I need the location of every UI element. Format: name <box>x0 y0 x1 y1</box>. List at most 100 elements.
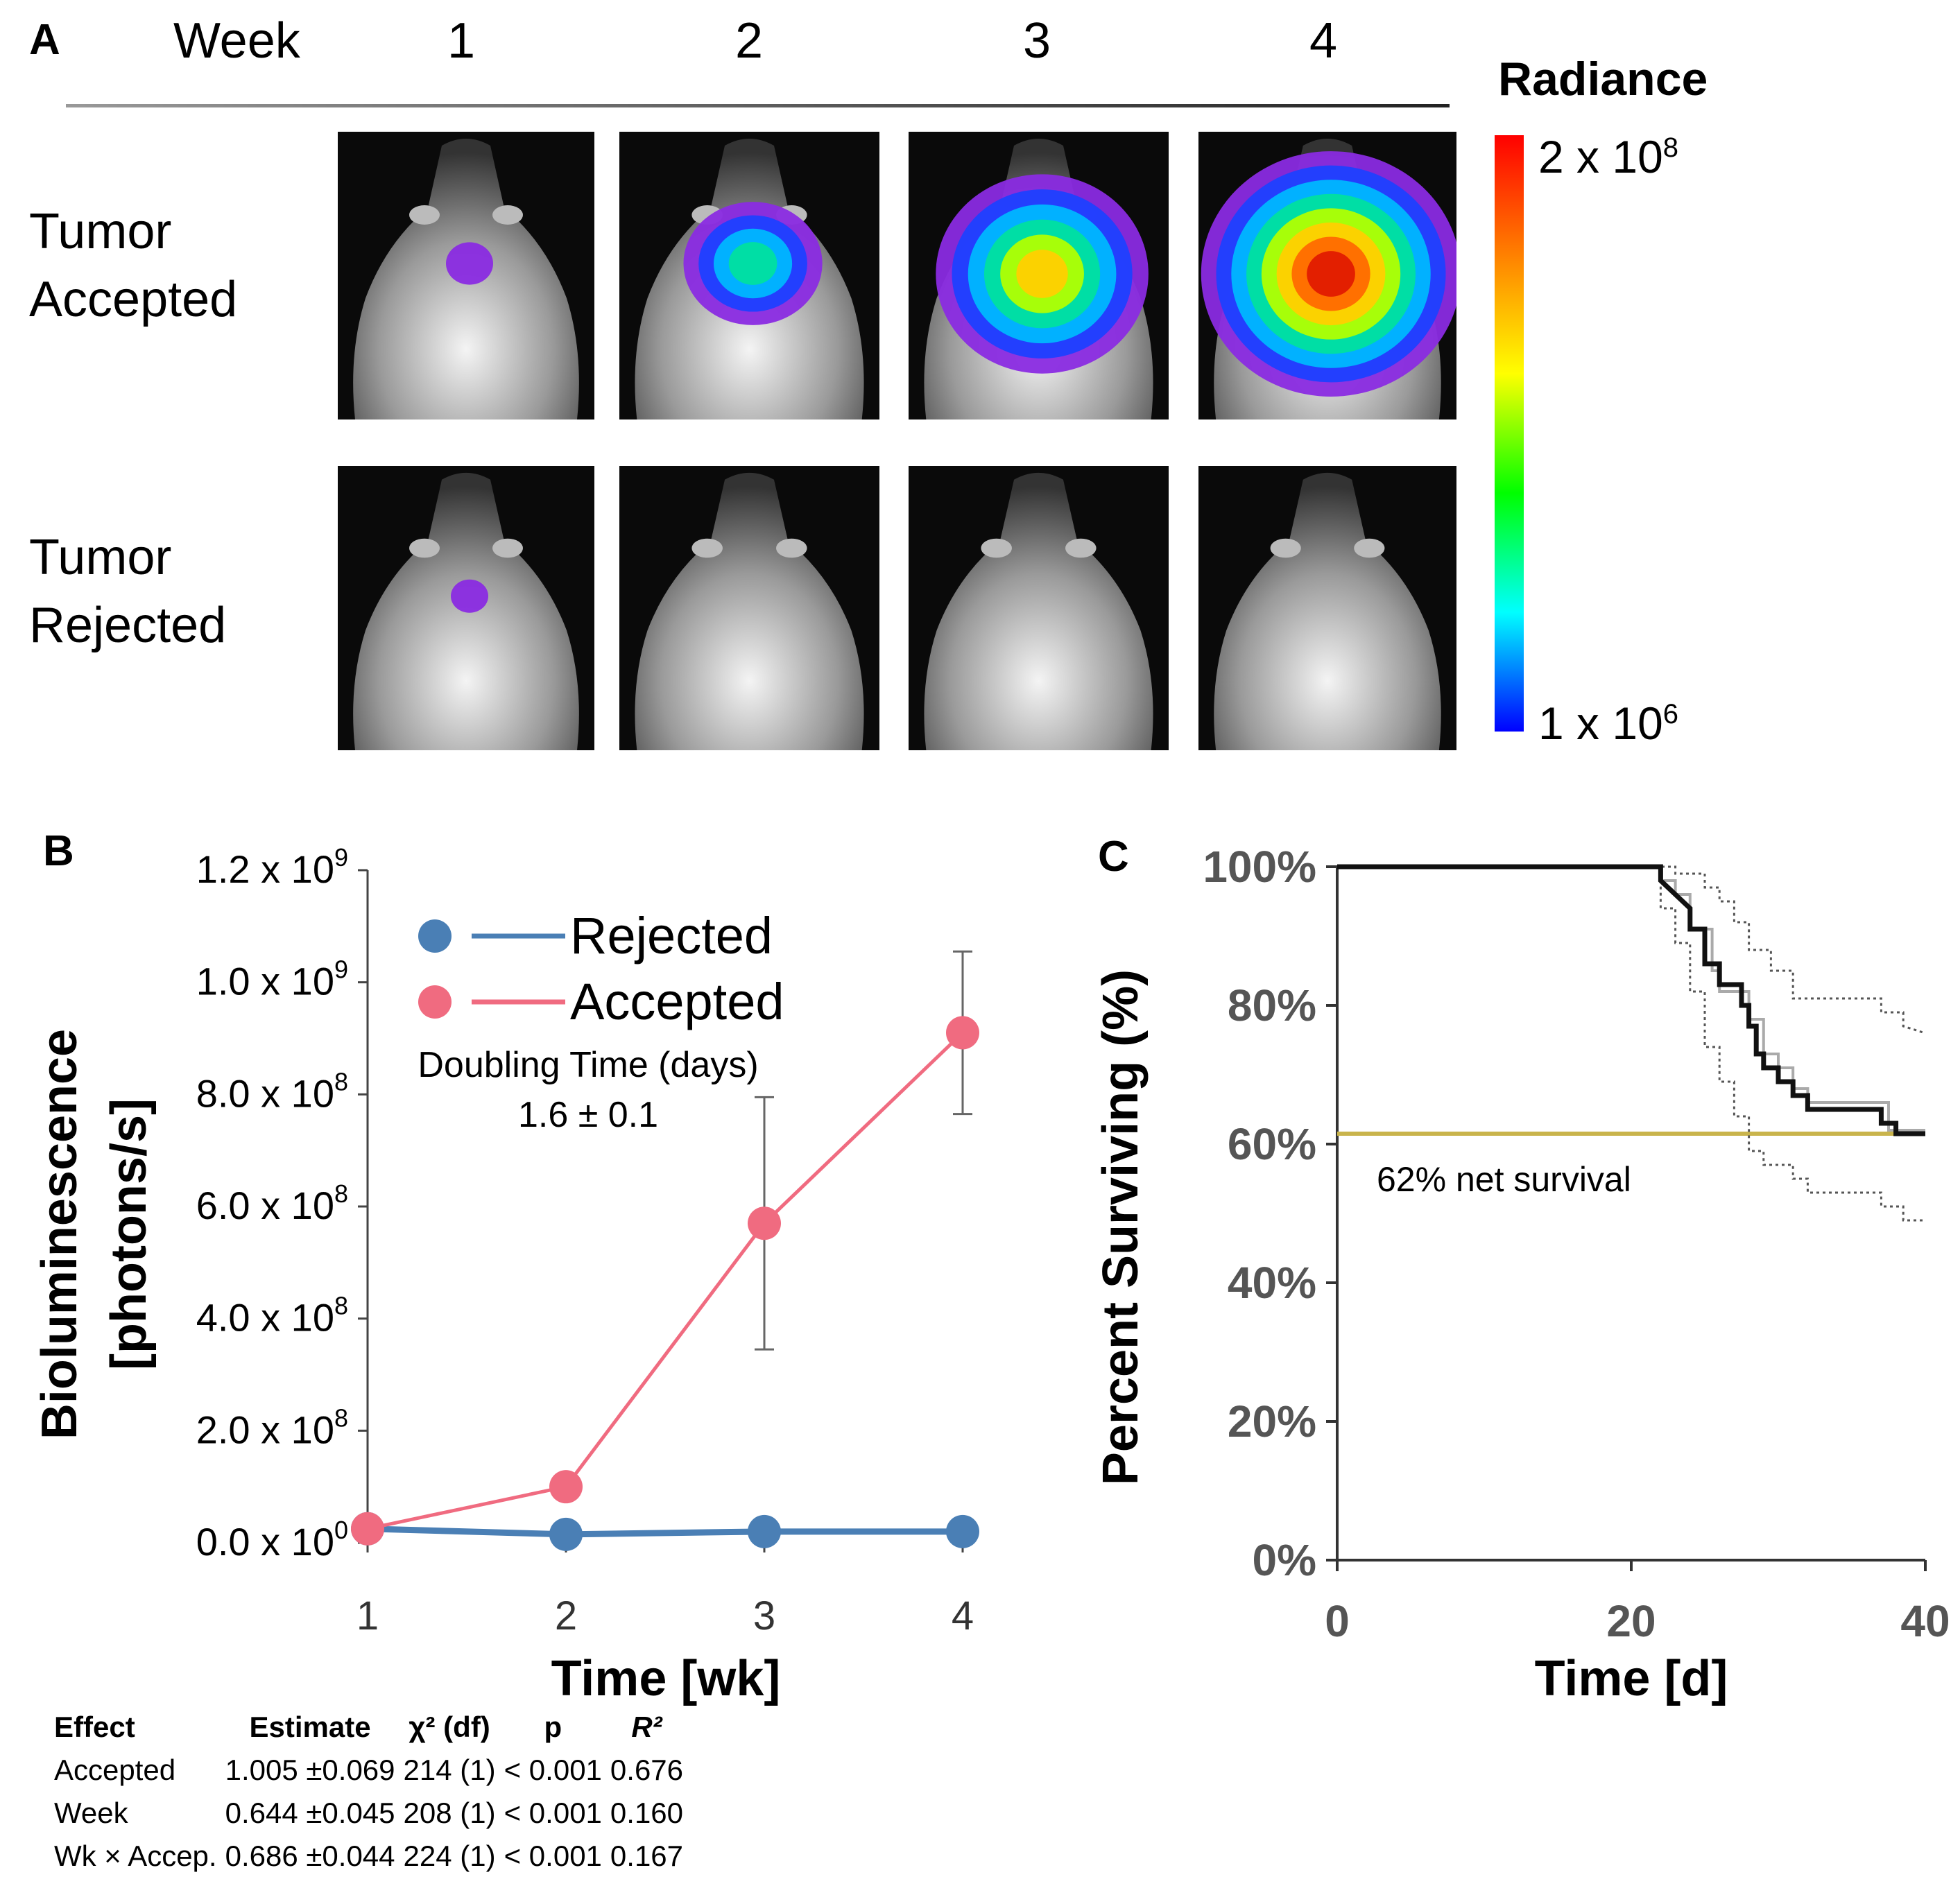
mouse-image-rejected-week-1 <box>338 466 594 750</box>
stats-cell: 0.160 <box>610 1797 684 1829</box>
b-data-point-rejected <box>748 1514 781 1548</box>
b-legend-label-accepted: Accepted <box>570 973 784 1030</box>
mouse-ear-shape <box>981 538 1012 558</box>
stats-header: p <box>544 1711 562 1743</box>
stats-header: Effect <box>54 1711 135 1743</box>
mouse-ear-shape <box>1270 538 1301 558</box>
b-y-tick-label: 1.0 x 109 <box>196 955 348 1003</box>
b-x-tick-label: 1 <box>356 1593 379 1638</box>
c-y-axis-title: Percent Surviving (%) <box>1093 969 1149 1485</box>
week-header-rule <box>66 104 1450 107</box>
mouse-image-accepted-week-1 <box>338 132 594 419</box>
stats-row: Wk × Accep. 0.686 ±0.044 224 (1) < 0.001… <box>50 1835 687 1878</box>
stats-cell: 208 (1) <box>403 1797 496 1829</box>
mouse-ear-shape <box>492 205 523 225</box>
stats-row: Accepted 1.005 ±0.069 214 (1) < 0.001 0.… <box>50 1749 687 1792</box>
c-x-tick-label: 20 <box>1606 1596 1656 1646</box>
b-legend-marker-rejected <box>418 919 452 953</box>
stats-cell: Accepted <box>54 1754 176 1786</box>
colorbar-title: Radiance <box>1498 53 1708 105</box>
b-y-tick-label: 0.0 x 100 <box>196 1516 348 1564</box>
tumor-signal-ring <box>728 242 777 285</box>
stats-cell: < 0.001 <box>504 1797 602 1829</box>
c-ci-lower-line <box>1337 865 1925 1222</box>
mouse-ear-shape <box>1354 538 1385 558</box>
b-doubling-time-value: 1.6 ± 0.1 <box>518 1095 658 1135</box>
c-y-tick-label: 0% <box>1253 1535 1317 1585</box>
b-data-point-rejected <box>946 1514 979 1548</box>
c-x-tick-label: 0 <box>1325 1596 1350 1646</box>
regression-stats-table: Effect Estimate χ² (df) p R² Accepted 1.… <box>50 1706 687 1878</box>
b-y-axis-title-line1: Bioluminescence <box>32 1029 87 1439</box>
b-data-point-accepted <box>351 1512 384 1546</box>
week-3-label: 3 <box>1023 13 1051 69</box>
stats-cell: < 0.001 <box>504 1754 602 1786</box>
stats-cell: Week <box>54 1797 128 1829</box>
stats-header: R² <box>631 1711 662 1743</box>
c-net-survival-annotation: 62% net survival <box>1377 1160 1631 1199</box>
panel-a-letter: A <box>29 16 60 64</box>
panel-c-letter: C <box>1098 833 1129 881</box>
stats-cell: 0.676 <box>610 1754 684 1786</box>
mouse-image-accepted-week-2 <box>619 132 879 419</box>
b-x-axis-title: Time [wk] <box>551 1651 781 1706</box>
b-doubling-time-label: Doubling Time (days) <box>418 1045 758 1085</box>
b-data-point-rejected <box>549 1517 583 1551</box>
stats-header: Estimate <box>249 1711 371 1743</box>
stats-cell: 0.686 ±0.044 <box>225 1840 395 1872</box>
stats-header: χ² (df) <box>409 1711 490 1743</box>
c-y-tick-label: 80% <box>1228 980 1316 1030</box>
c-y-tick-label: 20% <box>1228 1396 1316 1446</box>
tumor-signal-ring <box>446 242 493 285</box>
stats-cell: < 0.001 <box>504 1840 602 1872</box>
tumor-signal-ring <box>451 579 488 613</box>
mouse-ear-shape <box>1065 538 1097 558</box>
b-y-tick-label: 6.0 x 108 <box>196 1179 348 1227</box>
week-2-label: 2 <box>735 13 764 69</box>
mouse-image-accepted-week-3 <box>909 132 1169 419</box>
mouse-image-rejected-week-4 <box>1198 466 1456 750</box>
b-legend-label-rejected: Rejected <box>570 907 773 964</box>
stats-cell: Wk × Accep. <box>54 1840 217 1872</box>
mouse-ear-shape <box>691 538 723 558</box>
b-y-tick-label: 4.0 x 108 <box>196 1292 348 1340</box>
b-data-point-accepted <box>946 1016 979 1050</box>
c-y-tick-label: 60% <box>1228 1119 1316 1169</box>
mouse-image-accepted-week-4 <box>1198 132 1456 419</box>
b-data-point-accepted <box>549 1470 583 1504</box>
colorbar-min-label: 1 x 106 <box>1538 698 1679 749</box>
mouse-ear-shape <box>409 538 440 558</box>
b-y-axis-title-line2: [photons/s] <box>101 1098 157 1370</box>
mouse-ear-shape <box>492 538 523 558</box>
b-data-point-accepted <box>748 1206 781 1240</box>
row-label-rejected: Tumor Rejected <box>29 530 227 653</box>
b-y-tick-label: 2.0 x 108 <box>196 1403 348 1451</box>
b-x-tick-label: 2 <box>555 1593 577 1638</box>
c-survival-curve <box>1337 864 1925 1136</box>
c-x-axis-title: Time [d] <box>1535 1651 1728 1706</box>
stats-header-row: Effect Estimate χ² (df) p R² <box>50 1706 687 1749</box>
mouse-image-rejected-week-3 <box>909 466 1169 750</box>
tumor-signal-ring <box>1307 251 1355 297</box>
b-x-tick-label: 3 <box>753 1593 775 1638</box>
mouse-image-rejected-week-2 <box>619 466 879 750</box>
radiance-colorbar <box>1495 135 1524 732</box>
b-x-tick-label: 4 <box>952 1593 974 1638</box>
b-series-line-accepted <box>367 1031 964 1531</box>
mouse-body-shape <box>1214 472 1441 750</box>
stats-row: Week 0.644 ±0.045 208 (1) < 0.001 0.160 <box>50 1792 687 1835</box>
b-legend-marker-accepted <box>418 985 452 1019</box>
tumor-signal-ring <box>1016 250 1068 298</box>
b-y-tick-label: 1.2 x 109 <box>196 843 348 891</box>
c-y-tick-label: 40% <box>1228 1258 1316 1308</box>
row-label-accepted: Tumor Accepted <box>29 204 238 327</box>
week-1-label: 1 <box>447 13 476 69</box>
c-x-tick-label: 40 <box>1900 1596 1950 1646</box>
mouse-body-shape <box>635 472 864 750</box>
mouse-ear-shape <box>776 538 807 558</box>
panel-b-letter: B <box>43 827 74 875</box>
mouse-ear-shape <box>409 205 440 225</box>
b-series-line-rejected <box>367 1525 963 1538</box>
